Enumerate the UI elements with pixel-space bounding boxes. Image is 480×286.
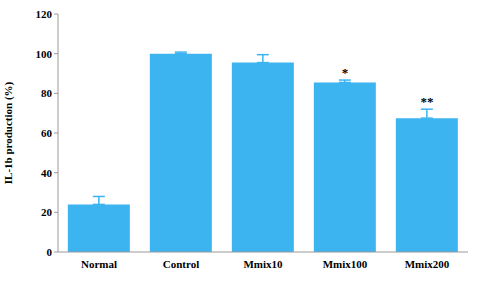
svg-text:100: 100 [36,48,53,60]
svg-text:0: 0 [47,246,53,258]
svg-text:20: 20 [41,206,53,218]
svg-text:Normal: Normal [81,258,117,270]
svg-text:120: 120 [36,8,53,20]
svg-text:Control: Control [163,258,199,270]
svg-text:60: 60 [41,127,53,139]
svg-text:40: 40 [41,167,53,179]
svg-text:Mmix10: Mmix10 [243,258,283,270]
svg-text:**: ** [421,94,434,109]
svg-text:Mmix200: Mmix200 [405,258,450,270]
svg-text:80: 80 [41,87,53,99]
svg-text:Mmix100: Mmix100 [323,258,368,270]
svg-text:*: * [342,65,349,80]
svg-text:IL-1b production (%): IL-1b production (%) [8,81,15,184]
